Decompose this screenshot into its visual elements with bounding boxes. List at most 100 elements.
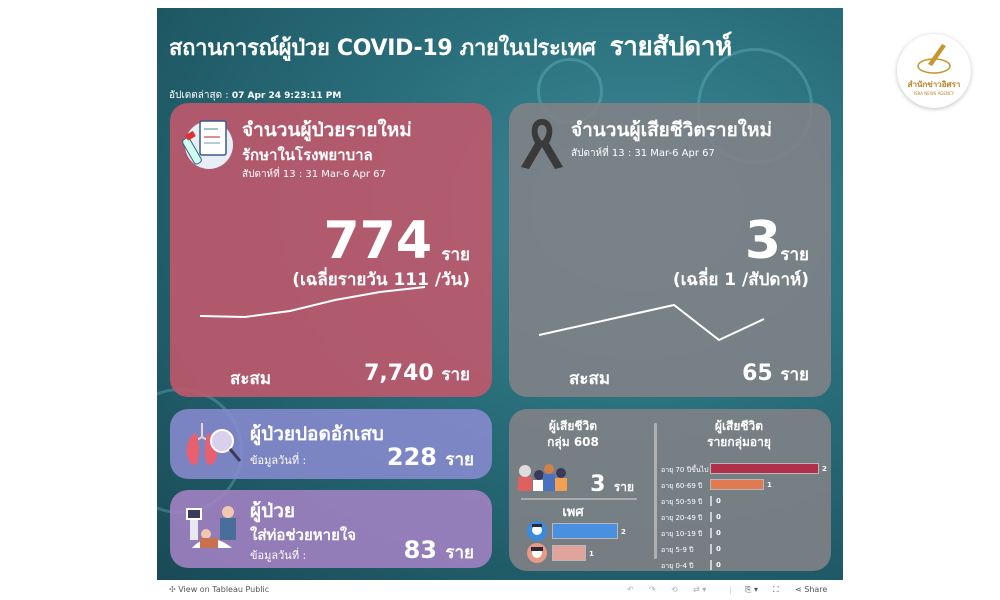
ventilator-value: 83 bbox=[403, 536, 437, 564]
age-value: 2 bbox=[822, 465, 827, 473]
section-divider bbox=[654, 423, 657, 559]
age-bar[interactable] bbox=[710, 496, 712, 506]
age-value: 0 bbox=[716, 529, 721, 537]
undo-icon: ↶ bbox=[627, 585, 634, 594]
age-label: อายุ 20-49 ปี bbox=[661, 514, 703, 522]
age-label: อายุ 60-69 ปี bbox=[661, 482, 703, 490]
ventilator-card: ผู้ป่วย ใส่ท่อช่วยหายใจ ข้อมูลวันที่ : 8… bbox=[170, 490, 492, 568]
gender-value-female: 1 bbox=[589, 550, 594, 558]
new-cases-sparkline bbox=[200, 286, 426, 319]
group-608-title: ผู้เสียชีวิต bbox=[548, 419, 598, 433]
new-deaths-card: จำนวนผู้เสียชีวิตรายใหม่ สัปดาห์ที่ 13 :… bbox=[509, 103, 831, 397]
share-button[interactable]: ⋖ Share bbox=[795, 585, 827, 594]
age-bar[interactable] bbox=[710, 512, 712, 522]
cumulative-label: สะสม bbox=[230, 369, 272, 389]
view-on-tableau-link[interactable]: ✣ View on Tableau Public bbox=[169, 585, 269, 594]
pneumonia-card: ผู้ป่วยปอดอักเสบ ข้อมูลวันที่ : 228 ราย bbox=[170, 409, 492, 479]
unit-label: ราย bbox=[445, 543, 474, 563]
unit-label: ราย bbox=[441, 365, 470, 385]
pneumonia-value: 228 bbox=[386, 443, 437, 471]
male-avatar-icon bbox=[527, 521, 547, 541]
female-avatar-icon bbox=[527, 543, 547, 563]
daily-average: (เฉลี่ยรายวัน 111 /วัน) bbox=[292, 270, 470, 290]
card-subtitle: ใส่ท่อช่วยหายใจ bbox=[250, 526, 356, 544]
age-value: 0 bbox=[716, 545, 721, 553]
unit-label: ราย bbox=[780, 365, 809, 385]
gender-title: เพศ bbox=[562, 505, 584, 520]
group-608-subtitle: กลุ่ม 608 bbox=[547, 435, 599, 449]
share-label: Share bbox=[804, 585, 828, 594]
page-title: สถานการณ์ผู้ป่วย COVID-19 ภายในประเทศ ราย… bbox=[169, 26, 732, 67]
unit-label: ราย bbox=[780, 245, 809, 265]
divider-line bbox=[521, 498, 637, 500]
unit-label: ราย bbox=[613, 480, 634, 494]
cumulative-value: 65 bbox=[742, 361, 773, 386]
undo-button[interactable]: ↶ bbox=[627, 585, 634, 594]
logo-name: สำนักข่าวอิศรา bbox=[907, 80, 961, 89]
updated-value: 07 Apr 24 9:23:11 PM bbox=[231, 91, 342, 101]
refresh-icon: ⇄ ▾ bbox=[693, 585, 707, 594]
download-button[interactable]: ⎘ ▾ bbox=[745, 585, 758, 595]
age-value: 0 bbox=[716, 561, 721, 569]
age-label: อายุ 50-59 ปี bbox=[661, 498, 703, 506]
new-deaths-sparkline bbox=[539, 303, 765, 342]
age-value: 0 bbox=[716, 497, 721, 505]
updated-timestamp: อัปเดตล่าสุด : 07 Apr 24 9:23:11 PM bbox=[169, 88, 341, 103]
new-cases-value: 774 bbox=[323, 211, 432, 271]
download-icon: ⎘ ▾ bbox=[745, 585, 758, 594]
cumulative-label: สะสม bbox=[569, 369, 611, 389]
unit-label: ราย bbox=[445, 450, 474, 470]
age-bar[interactable] bbox=[710, 560, 712, 570]
age-chart-subtitle: รายกลุ่มอายุ bbox=[707, 435, 771, 449]
unit-label: ราย bbox=[441, 245, 470, 265]
new-deaths-value: 3 bbox=[744, 211, 781, 271]
dashboard: สถานการณ์ผู้ป่วย COVID-19 ภายในประเทศ ราย… bbox=[157, 8, 843, 580]
ventilator-patient-icon bbox=[186, 506, 236, 548]
age-bar[interactable] bbox=[710, 479, 764, 490]
fullscreen-icon: ⛶ bbox=[773, 585, 779, 594]
revert-button[interactable]: ⟲ bbox=[671, 585, 678, 594]
age-chart-title: ผู้เสียชีวิต bbox=[714, 419, 764, 433]
age-label: อายุ 10-19 ปี bbox=[661, 530, 703, 538]
data-date-label: ข้อมูลวันที่ : bbox=[250, 549, 307, 562]
age-bar[interactable] bbox=[710, 528, 712, 538]
pen-nib-icon bbox=[917, 44, 951, 74]
redo-icon: ↷ bbox=[649, 585, 656, 594]
age-bar[interactable] bbox=[710, 463, 819, 474]
week-label: สัปดาห์ที่ 13 : 31 Mar-6 Apr 67 bbox=[571, 148, 715, 159]
revert-icon: ⟲ bbox=[671, 585, 678, 594]
age-value: 0 bbox=[716, 513, 721, 521]
logo-subtitle: ISRA NEWS AGENCY bbox=[913, 91, 955, 96]
medical-report-icon bbox=[182, 120, 233, 169]
data-date-label: ข้อมูลวันที่ : bbox=[250, 454, 307, 467]
updated-label: อัปเดตล่าสุด : bbox=[169, 90, 229, 101]
age-label: อายุ 70 ปีขึ้นไป bbox=[661, 466, 709, 474]
redo-button[interactable]: ↷ bbox=[649, 585, 656, 594]
title-emphasis: รายสัปดาห์ bbox=[609, 32, 733, 62]
week-label: สัปดาห์ที่ 13 : 31 Mar-6 Apr 67 bbox=[242, 169, 386, 180]
new-cases-card: จำนวนผู้ป่วยรายใหม่ รักษาในโรงพยาบาล สัป… bbox=[170, 103, 492, 397]
card-title: ผู้ป่วย bbox=[250, 500, 295, 522]
cumulative-value: 7,740 bbox=[364, 361, 434, 386]
card-title: ผู้ป่วยปอดอักเสบ bbox=[250, 423, 384, 445]
lungs-icon bbox=[186, 423, 242, 465]
view-on-tableau-label: View on Tableau Public bbox=[178, 585, 270, 594]
refresh-button[interactable]: ⇄ ▾ bbox=[693, 585, 706, 594]
tableau-toolbar: ✣ View on Tableau Public ↶ ↷ ⟲ ⇄ ▾ | ⎘ ▾… bbox=[157, 580, 843, 600]
age-value: 1 bbox=[767, 481, 772, 489]
toolbar-separator: | bbox=[729, 585, 732, 594]
gender-value-male: 2 bbox=[621, 528, 626, 536]
share-icon: ⋖ bbox=[795, 585, 802, 594]
black-ribbon-icon bbox=[521, 119, 563, 169]
elderly-family-icon bbox=[518, 464, 567, 491]
title-text: สถานการณ์ผู้ป่วย COVID-19 ภายในประเทศ bbox=[169, 36, 596, 61]
age-bar[interactable] bbox=[710, 544, 712, 554]
card-subtitle: รักษาในโรงพยาบาล bbox=[242, 146, 373, 164]
card-title: จำนวนผู้เสียชีวิตรายใหม่ bbox=[571, 119, 773, 141]
age-label: อายุ 5-9 ปี bbox=[661, 546, 694, 554]
weekly-average: (เฉลี่ย 1 /สัปดาห์) bbox=[672, 270, 809, 290]
tableau-logo-icon: ✣ bbox=[169, 585, 176, 594]
gender-bar-female bbox=[552, 545, 586, 561]
age-label: อายุ 0-4 ปี bbox=[661, 562, 694, 570]
fullscreen-button[interactable]: ⛶ bbox=[773, 585, 779, 595]
